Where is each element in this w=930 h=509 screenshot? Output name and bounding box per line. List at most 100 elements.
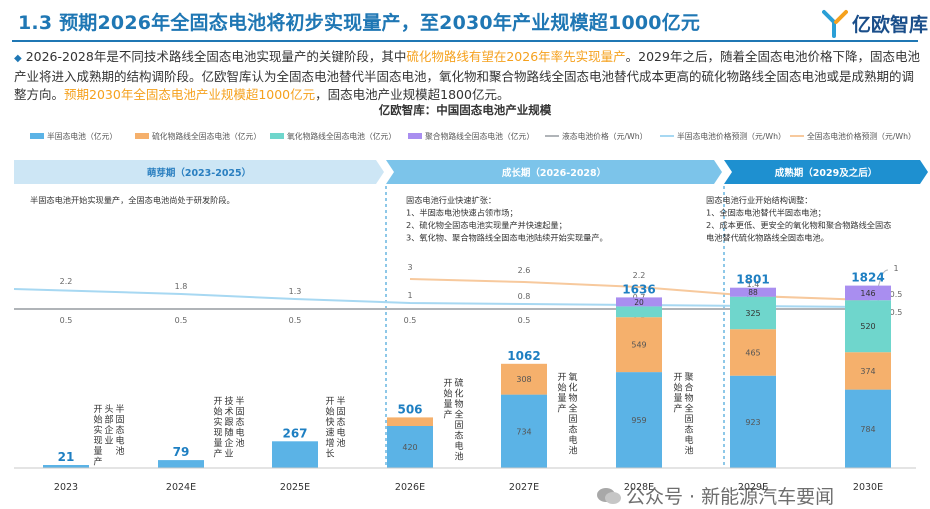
price-label: 0.5 <box>518 316 531 325</box>
logo-icon <box>822 10 848 38</box>
price-label: 2.6 <box>518 266 531 275</box>
annotation-char: 术 <box>224 406 233 418</box>
x-tick-label: 2023 <box>54 482 78 493</box>
annotation-char: 始 <box>673 382 682 394</box>
annotation-char: 实 <box>213 416 222 428</box>
annotation-char: 快 <box>325 416 334 428</box>
annotation-char: 量 <box>673 393 682 404</box>
annotation-char: 始 <box>443 388 452 400</box>
price-label: 1.8 <box>175 282 188 291</box>
phase-note-line: 电池替代硫化物路线全固态电池。 <box>706 233 829 243</box>
bar-value-label: 88 <box>748 288 758 297</box>
annotation-char: 半 <box>115 403 124 415</box>
x-tick-label: 2029E <box>738 482 768 493</box>
annotation-char: 量 <box>93 446 102 457</box>
annotation-char: 产 <box>93 456 102 468</box>
phase-note-line: 3、氧化物、聚合物路线全固态电池陆续开始实现量产。 <box>406 233 608 243</box>
page-title: 1.3 预期2026年全固态电池将初步实现量产，至2030年产业规模超1000亿… <box>18 12 701 34</box>
annotation-char: 增 <box>325 437 334 449</box>
annotation-char: 企 <box>224 437 233 449</box>
bar-segment <box>501 363 547 395</box>
annotation-char: 跟 <box>224 417 233 428</box>
bar-value-label: 923 <box>745 418 760 427</box>
annotation-char: 技 <box>224 395 233 407</box>
intro-highlight-2: 预期2030年全固态电池产业规模超1000亿元 <box>64 87 316 102</box>
annotation-char: 随 <box>224 427 233 439</box>
annotation-char: 全 <box>684 403 693 415</box>
annotation-char: 企 <box>104 424 113 436</box>
annotation-char: 量 <box>557 393 566 404</box>
annotation-char: 电 <box>568 434 577 446</box>
annotation-char: 池 <box>235 437 244 449</box>
phase-label: 成熟期（2029及之后） <box>775 167 877 179</box>
bar-value-label: 325 <box>745 309 760 318</box>
price-label: 0.8 <box>518 292 531 301</box>
legend-swatch <box>408 133 422 139</box>
price-label: 0.5 <box>175 316 188 325</box>
legend-label: 全固态电池价格预测（元/Wh） <box>807 131 916 141</box>
legend-label: 硫化物路线全固态电池（亿元） <box>152 131 261 141</box>
x-tick-label: 2025E <box>280 482 310 493</box>
price-line-full <box>409 278 869 301</box>
annotation-char: 固 <box>454 420 463 431</box>
bar-value-label: 734 <box>516 427 531 436</box>
annotation-char: 电 <box>115 435 124 447</box>
annotation-char: 开 <box>325 396 334 407</box>
legend-swatch <box>270 133 284 139</box>
price-label: 0.5 <box>404 316 417 325</box>
annotation-char: 部 <box>104 414 113 426</box>
bar-segment <box>616 317 662 373</box>
annotation-char: 态 <box>684 424 693 436</box>
annotation-char: 半 <box>235 395 244 407</box>
bar-segment <box>43 465 89 468</box>
annotation-char: 量 <box>213 438 222 449</box>
bar-segment <box>730 287 776 297</box>
annotation-char: 量 <box>443 399 452 410</box>
bar-total-label: 1636 <box>622 282 655 296</box>
bar-segment <box>501 394 547 468</box>
intro-text-2: 。2029年之后，随着全固态电池价格下降，固态电池产业将进入成熟期的结构调阶段。… <box>14 49 920 102</box>
bar-value-label: 959 <box>631 416 646 425</box>
annotation-char: 始 <box>93 414 102 426</box>
bar-total-label: 21 <box>58 450 75 464</box>
bar-segment <box>845 300 891 353</box>
phase-note-line: 1、全固态电池替代半固态电池； <box>706 208 826 218</box>
intro-text-3: ，固态电池产业规模超1800亿元。 <box>315 87 510 102</box>
bar-total-label: 1062 <box>507 349 540 363</box>
annotation-char: 池 <box>336 437 345 449</box>
annotation-char: 电 <box>684 434 693 446</box>
bar-segment <box>730 375 776 468</box>
bar-value-label: 549 <box>631 341 646 350</box>
price-label: 0.5 <box>890 290 903 299</box>
annotation-char: 态 <box>568 424 577 436</box>
phase-banner <box>724 160 928 184</box>
annotation-char: 速 <box>325 428 334 439</box>
x-tick-label: 2027E <box>509 482 539 493</box>
legend-label: 聚合物路线全固态电池（亿元） <box>425 131 534 141</box>
bar-segment <box>845 352 891 390</box>
price-label: 0.5 <box>890 308 903 317</box>
phase-note-line: 半固态电池开始实现量产，全固态电池尚处于研发阶段。 <box>30 195 235 205</box>
bar-value-label: 146 <box>860 289 875 298</box>
bar-segment <box>272 441 318 468</box>
x-tick-label: 2026E <box>395 482 425 493</box>
price-label: 3 <box>407 263 412 272</box>
wechat-icon <box>597 487 621 504</box>
bar-segment <box>616 306 662 318</box>
annotation-char: 池 <box>568 445 577 457</box>
annotation-char: 池 <box>454 451 463 463</box>
annotation-char: 现 <box>213 428 222 439</box>
bar-value-label: 520 <box>860 322 875 331</box>
phase-banner <box>386 160 722 184</box>
x-tick-label: 2028E <box>624 482 654 493</box>
annotation-char: 硫 <box>454 377 463 389</box>
bar-value-label: 465 <box>745 348 760 357</box>
annotation-char: 头 <box>104 404 113 415</box>
phase-note-line: 2、硫化物全固态电池实现量产并快速起量； <box>406 220 567 230</box>
bar-value-label: 420 <box>402 443 417 452</box>
bar-segment <box>616 372 662 468</box>
annotation-char: 始 <box>325 406 334 418</box>
annotation-char: 化 <box>568 382 577 394</box>
annotation-char: 氧 <box>568 371 577 383</box>
